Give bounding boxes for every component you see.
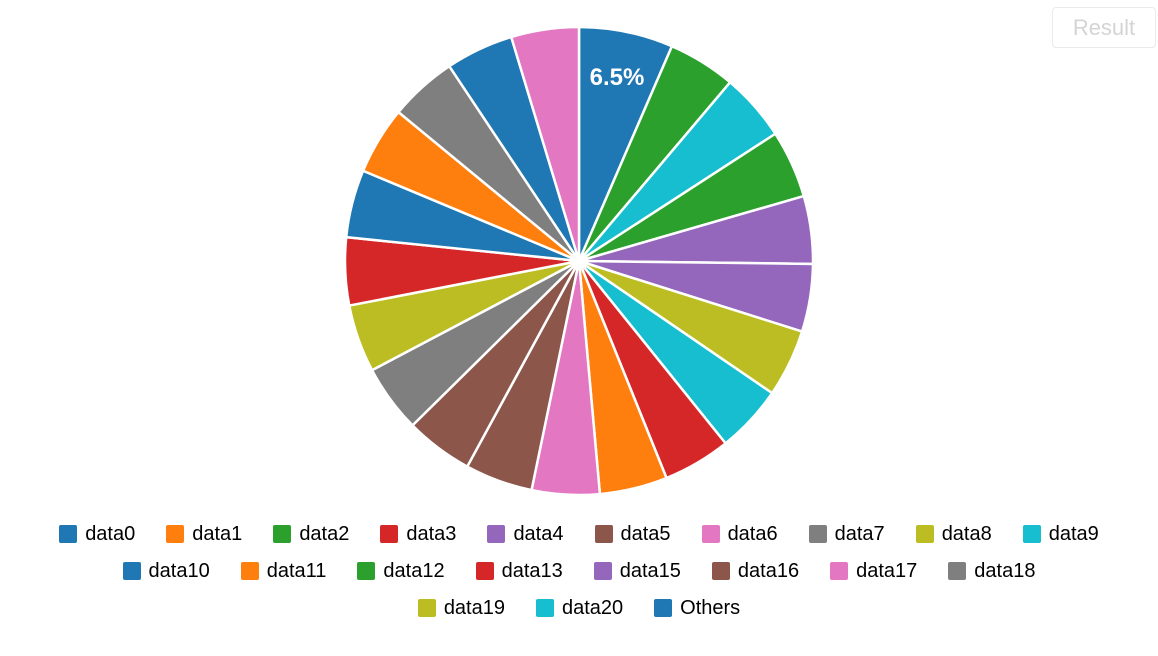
- legend-swatch: [380, 525, 399, 543]
- legend-swatch: [948, 562, 967, 580]
- legend-label: data20: [561, 597, 624, 619]
- legend-item-data4[interactable]: data4: [487, 522, 564, 546]
- legend-item-data12[interactable]: data12: [357, 559, 445, 583]
- legend-item-data18[interactable]: data18: [948, 559, 1035, 583]
- legend-swatch: [711, 562, 730, 580]
- result-button[interactable]: Result: [1052, 7, 1156, 48]
- legend-item-data9[interactable]: data9: [1022, 522, 1099, 546]
- legend-item-data8[interactable]: data8: [915, 522, 992, 546]
- legend-item-data1[interactable]: data1: [166, 522, 242, 546]
- legend-swatch: [122, 562, 141, 580]
- legend-swatch: [535, 599, 554, 617]
- legend-item-data15[interactable]: data15: [593, 559, 681, 583]
- legend-swatch: [808, 525, 827, 543]
- legend-swatch: [240, 562, 259, 580]
- legend-swatch: [701, 525, 720, 543]
- legend-label: data8: [941, 523, 992, 545]
- legend-row: data19 data20 Others: [0, 596, 1158, 620]
- legend-item-data2[interactable]: data2: [273, 522, 349, 546]
- legend-label: data0: [85, 523, 136, 545]
- legend-label: data12: [383, 560, 445, 582]
- legend-item-data5[interactable]: data5: [594, 522, 671, 546]
- legend-label: data5: [620, 523, 671, 545]
- pie-slice-20[interactable]: [510, 25, 581, 263]
- legend-swatch: [594, 525, 613, 543]
- legend-swatch: [915, 525, 934, 543]
- legend-label: Others: [680, 597, 741, 619]
- legend-label: data10: [148, 560, 210, 582]
- pie-slice-label: 6.5%: [590, 64, 645, 91]
- legend-label: data13: [501, 560, 563, 582]
- legend-item-data0[interactable]: data0: [59, 522, 135, 546]
- legend-swatch: [273, 525, 292, 543]
- legend-label: data18: [974, 560, 1036, 582]
- legend-item-data16[interactable]: data16: [711, 559, 800, 583]
- legend-label: data15: [619, 560, 681, 582]
- legend-item-data11[interactable]: data11: [240, 559, 327, 583]
- legend-label: data1: [192, 523, 243, 545]
- legend-row: data10 data11 data12 data13 data15 data16 data…: [0, 559, 1158, 583]
- legend-label: data17: [856, 560, 918, 582]
- legend: data0 data1 data2 data3 data4 data5 data6 data7…: [0, 522, 1158, 620]
- legend-label: data6: [727, 523, 778, 545]
- legend-label: data16: [737, 560, 800, 582]
- legend-swatch: [357, 562, 376, 580]
- legend-item-data17[interactable]: data17: [830, 559, 917, 583]
- legend-swatch: [475, 562, 494, 580]
- legend-swatch: [59, 525, 78, 543]
- legend-item-data6[interactable]: data6: [701, 522, 778, 546]
- legend-item-data10[interactable]: data10: [122, 559, 210, 583]
- legend-label: data7: [834, 523, 885, 545]
- legend-item-data7[interactable]: data7: [808, 522, 885, 546]
- legend-swatch: [830, 562, 849, 580]
- legend-swatch: [166, 525, 185, 543]
- legend-label: data11: [266, 560, 327, 582]
- legend-label: data19: [443, 597, 505, 619]
- legend-swatch: [1022, 525, 1041, 543]
- legend-item-others[interactable]: Others: [654, 596, 740, 620]
- legend-label: data2: [299, 523, 350, 545]
- legend-label: data3: [406, 523, 457, 545]
- legend-row: data0 data1 data2 data3 data4 data5 data6 data7…: [0, 522, 1158, 546]
- legend-item-data13[interactable]: data13: [475, 559, 563, 583]
- legend-swatch: [654, 599, 673, 617]
- legend-label: data9: [1048, 523, 1099, 545]
- legend-swatch: [487, 525, 506, 543]
- legend-item-data19[interactable]: data19: [417, 596, 505, 620]
- legend-item-data20[interactable]: data20: [535, 596, 624, 620]
- legend-swatch: [593, 562, 612, 580]
- legend-swatch: [417, 599, 436, 617]
- legend-label: data4: [513, 523, 564, 545]
- legend-item-data3[interactable]: data3: [380, 522, 456, 546]
